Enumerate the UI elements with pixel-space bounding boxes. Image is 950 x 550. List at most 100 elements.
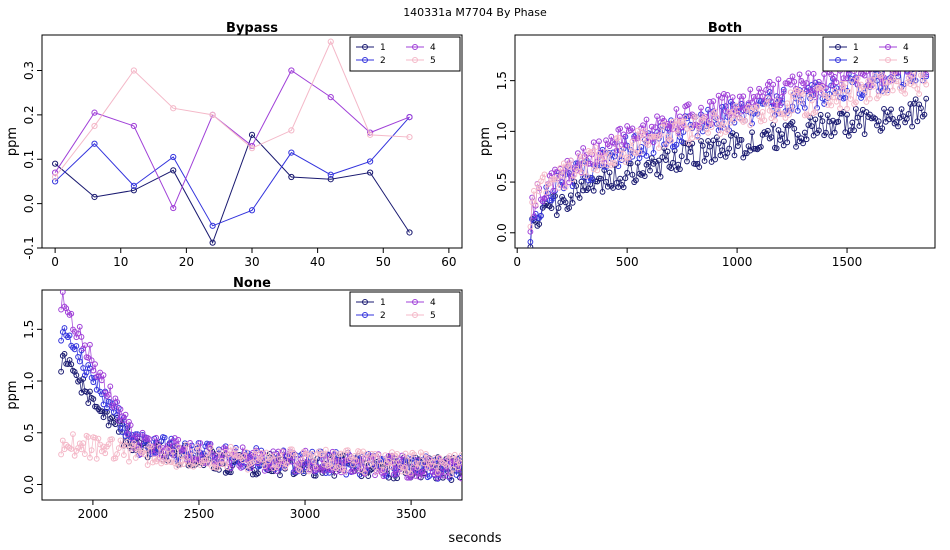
x-tick-label: 500	[616, 255, 639, 269]
data-point	[80, 440, 87, 447]
data-point	[736, 93, 743, 100]
data-point	[849, 119, 856, 126]
data-point	[256, 455, 263, 462]
data-point	[64, 334, 71, 341]
y-axis-label: ppm	[5, 380, 20, 409]
data-point	[754, 103, 761, 110]
data-point	[333, 465, 339, 472]
panel-title: Both	[708, 21, 742, 36]
data-point	[368, 450, 375, 457]
data-point	[918, 72, 924, 79]
data-point	[696, 125, 703, 131]
data-point	[923, 95, 930, 102]
data-point	[763, 87, 770, 93]
data-point	[553, 212, 560, 219]
data-point	[721, 138, 727, 145]
data-point	[583, 187, 590, 194]
data-point	[882, 79, 889, 86]
data-point	[728, 119, 734, 126]
legend-label: 2	[380, 311, 386, 321]
data-point	[124, 439, 131, 445]
data-point	[787, 89, 794, 96]
data-point	[100, 443, 107, 450]
data-point	[895, 78, 901, 85]
series-5	[58, 431, 462, 478]
legend-label: 4	[430, 298, 436, 308]
data-point	[699, 115, 706, 122]
data-point	[455, 464, 462, 471]
data-point	[367, 158, 374, 165]
data-point	[312, 464, 319, 471]
data-point	[361, 469, 368, 476]
data-point	[71, 452, 78, 459]
x-tick-label: 60	[441, 255, 456, 269]
data-point	[789, 73, 796, 80]
data-point	[701, 158, 708, 164]
data-point	[902, 90, 908, 97]
legend-marker	[835, 44, 841, 50]
data-point	[202, 457, 209, 463]
data-point	[896, 85, 903, 91]
data-point	[777, 137, 784, 143]
data-point	[844, 75, 850, 82]
data-point	[740, 93, 747, 100]
data-point	[831, 74, 838, 80]
data-point	[801, 86, 808, 93]
data-point	[745, 100, 752, 107]
legend-marker	[362, 312, 368, 318]
data-point	[655, 145, 662, 151]
data-point	[166, 447, 173, 454]
data-point	[450, 466, 456, 472]
data-point	[78, 334, 85, 340]
data-point	[842, 129, 849, 136]
data-point	[278, 448, 285, 455]
data-point	[791, 93, 798, 100]
data-point	[812, 116, 819, 123]
data-point	[277, 455, 283, 462]
data-point	[534, 222, 541, 229]
data-point	[713, 114, 720, 121]
data-point	[543, 189, 550, 196]
data-point	[406, 133, 413, 141]
data-point	[536, 221, 543, 228]
data-point	[226, 451, 232, 458]
data-point	[842, 94, 849, 101]
data-point	[559, 193, 565, 200]
data-point	[119, 442, 126, 449]
data-point	[112, 421, 119, 428]
data-point	[833, 79, 840, 86]
x-tick-label: 2500	[184, 507, 215, 521]
data-point	[779, 131, 785, 138]
data-point	[640, 170, 646, 176]
data-point	[132, 455, 139, 461]
data-point	[914, 85, 921, 92]
data-point	[620, 131, 627, 138]
data-point	[311, 458, 317, 465]
series-1	[527, 95, 930, 248]
y-tick-label: 1.5	[495, 71, 509, 90]
plot-frame	[514, 34, 936, 249]
data-point	[446, 453, 453, 459]
data-point	[71, 368, 78, 375]
data-point	[773, 145, 780, 152]
data-point	[830, 117, 836, 124]
data-point	[775, 127, 782, 133]
data-point	[594, 178, 601, 185]
y-tick-label: 1.0	[495, 122, 509, 141]
data-point	[76, 440, 83, 447]
data-point	[830, 94, 836, 101]
data-point	[812, 109, 819, 115]
data-point	[801, 104, 808, 111]
data-point	[433, 463, 440, 470]
data-point	[650, 150, 657, 156]
data-point	[814, 85, 821, 91]
data-point	[624, 123, 631, 129]
data-point	[52, 178, 59, 185]
data-point	[726, 109, 733, 115]
data-point	[531, 213, 537, 220]
data-point	[406, 453, 412, 460]
data-point	[835, 118, 842, 125]
data-point	[796, 98, 803, 105]
data-point	[367, 131, 374, 138]
data-point	[861, 131, 868, 138]
